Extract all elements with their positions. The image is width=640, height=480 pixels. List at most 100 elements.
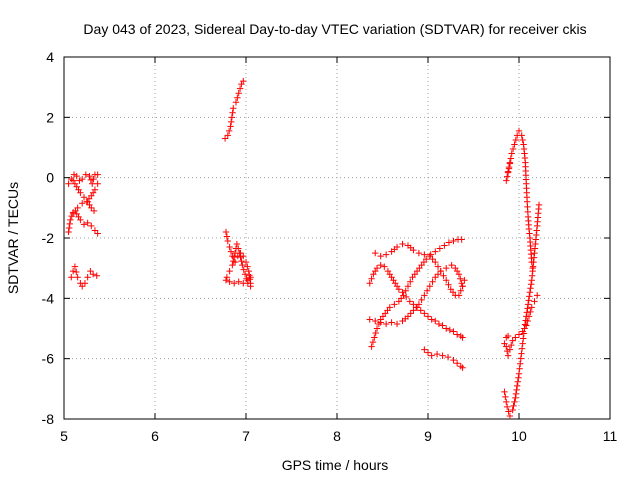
data-point [80, 221, 88, 228]
data-point [229, 261, 236, 269]
data-point [224, 237, 231, 245]
data-point [399, 289, 406, 296]
data-point [432, 274, 439, 281]
data-point [457, 275, 464, 282]
data-point [523, 309, 531, 316]
data-point [461, 277, 468, 284]
data-point [441, 242, 448, 249]
data-point [453, 359, 461, 367]
data-point [512, 334, 519, 341]
data-point [509, 145, 517, 153]
data-point [222, 228, 230, 236]
data-point [421, 251, 428, 258]
axis-ticks: 5 6 7 8 9 10 11 -8 -6 -4 -2 0 2 4 [42, 49, 618, 444]
x-tick-label: 11 [603, 428, 618, 444]
data-point [518, 132, 525, 139]
data-point [505, 163, 513, 171]
data-point [432, 248, 439, 255]
data-point [373, 325, 381, 332]
data-point [439, 352, 446, 359]
data-point [369, 338, 377, 346]
data-point [444, 353, 452, 361]
data-point [372, 329, 379, 337]
data-point [241, 271, 249, 278]
data-points [65, 77, 543, 420]
data-point [404, 283, 412, 290]
data-point [518, 345, 526, 352]
data-point [84, 219, 91, 227]
data-point [435, 320, 443, 328]
data-point [446, 326, 454, 334]
data-point [437, 267, 444, 275]
data-point [73, 172, 80, 180]
data-point [432, 258, 439, 266]
data-point [527, 281, 535, 288]
data-point [410, 301, 417, 308]
data-point [377, 261, 384, 269]
data-point [515, 370, 523, 377]
data-point [71, 263, 79, 270]
data-point [519, 340, 526, 347]
data-point [511, 398, 518, 406]
x-tick-label: 7 [242, 428, 250, 444]
data-point [86, 172, 93, 180]
data-point [458, 280, 465, 287]
data-point [511, 141, 518, 148]
data-point [382, 251, 390, 258]
data-point [67, 216, 74, 224]
data-point [230, 105, 237, 112]
data-point [509, 406, 516, 414]
data-point [503, 173, 511, 180]
data-point [88, 222, 95, 230]
data-point [459, 283, 466, 290]
data-point [440, 272, 447, 279]
data-point [424, 349, 432, 356]
data-point [508, 150, 515, 157]
data-point [459, 334, 466, 341]
data-point [366, 280, 373, 287]
data-point [513, 382, 521, 390]
data-point [89, 180, 96, 187]
data-point [242, 258, 250, 266]
data-point [240, 252, 247, 260]
data-point [399, 240, 406, 248]
data-point [445, 281, 452, 288]
data-point [428, 316, 435, 323]
data-point [520, 335, 527, 342]
data-point [421, 310, 428, 317]
data-point [227, 123, 234, 130]
data-point [88, 204, 95, 212]
data-point [445, 239, 453, 246]
data-point [65, 180, 72, 187]
data-point [535, 201, 543, 209]
data-point [450, 328, 457, 335]
data-point [68, 274, 75, 281]
data-point [240, 280, 247, 287]
y-tick-label: 4 [46, 49, 54, 65]
data-point [429, 255, 436, 263]
data-point [366, 316, 373, 323]
data-point [427, 251, 434, 258]
data-point [382, 320, 390, 328]
data-point [393, 320, 401, 328]
data-point [528, 304, 535, 311]
data-point [247, 274, 254, 281]
data-point [227, 248, 235, 255]
y-axis-label: SDTVAR / TECUs [5, 182, 21, 294]
data-point [233, 240, 241, 248]
data-point [79, 283, 86, 290]
x-axis-label: GPS time / hours [282, 457, 389, 473]
data-point [400, 292, 407, 299]
data-point [504, 332, 512, 340]
data-point [236, 85, 244, 92]
data-point [94, 180, 101, 187]
data-point [521, 321, 529, 328]
data-point [504, 352, 512, 359]
data-point [510, 402, 517, 410]
data-point [517, 360, 524, 367]
data-point [391, 301, 398, 308]
data-point [368, 275, 375, 282]
y-tick-label: -4 [42, 290, 55, 306]
data-point [515, 127, 523, 135]
